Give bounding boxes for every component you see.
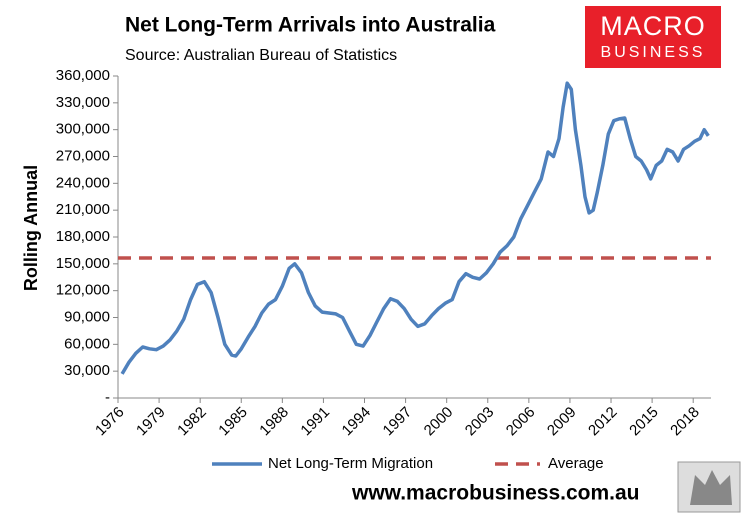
logo-box (585, 6, 721, 68)
y-tick-label: 210,000 (56, 201, 110, 218)
y-tick-label: 270,000 (56, 147, 110, 164)
y-tick-label: 30,000 (64, 362, 110, 379)
legend-label: Average (548, 455, 604, 472)
y-tick-label: 240,000 (56, 174, 110, 191)
chart-subtitle: Source: Australian Bureau of Statistics (125, 47, 397, 64)
y-tick-label: 360,000 (56, 67, 110, 84)
y-tick-label: 180,000 (56, 228, 110, 245)
website: www.macrobusiness.com.au (351, 482, 639, 505)
y-tick-label: 90,000 (64, 308, 110, 325)
logo-text: BUSINESS (601, 44, 706, 61)
y-tick-label: 150,000 (56, 255, 110, 272)
y-tick-label: 300,000 (56, 121, 110, 138)
y-tick-label: 120,000 (56, 282, 110, 299)
y-tick-label: 60,000 (64, 335, 110, 352)
logo-text: MACRO (600, 11, 706, 41)
chart-title: Net Long-Term Arrivals into Australia (125, 14, 496, 37)
legend-label: Net Long-Term Migration (268, 455, 433, 472)
y-tick-label: 330,000 (56, 94, 110, 111)
data-line (120, 81, 710, 375)
wolf-icon (690, 470, 732, 505)
y-tick-label: - (105, 389, 110, 406)
y-axis-label: Rolling Annual (21, 165, 41, 291)
